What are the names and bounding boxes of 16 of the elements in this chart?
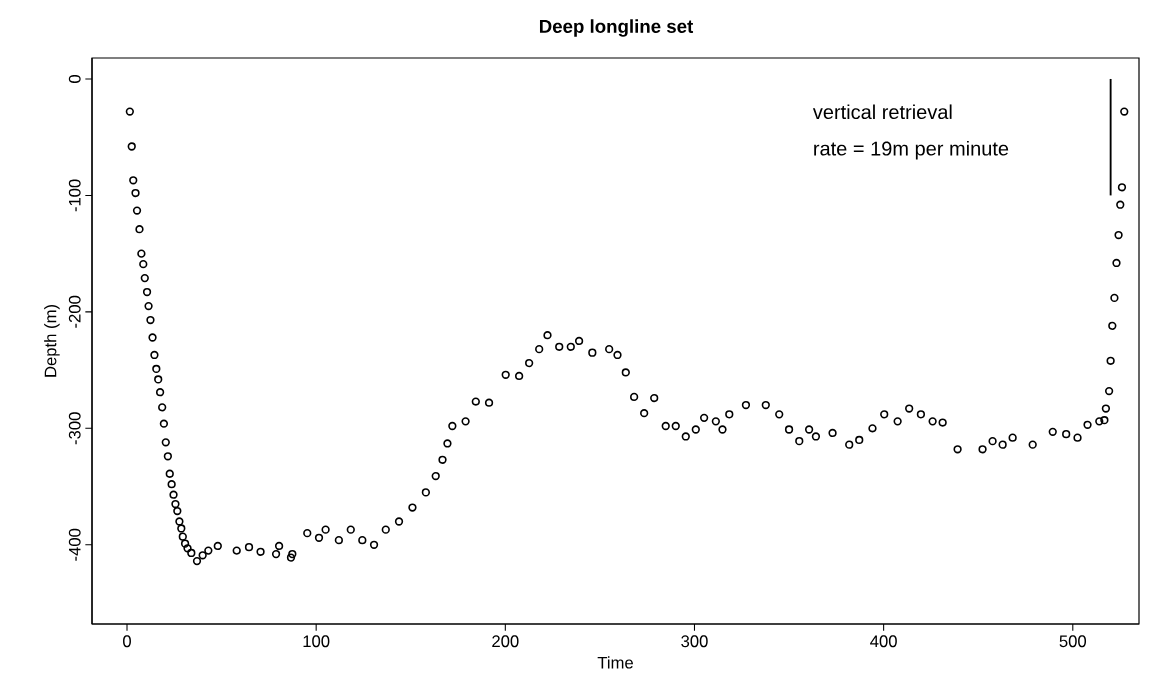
y-tick-label: -400	[68, 528, 81, 561]
x-tick-label: 0	[123, 635, 131, 648]
annotation: rate = 19m per minute	[814, 140, 1009, 160]
x-tick-label: 400	[870, 635, 897, 648]
x-tick-label: 200	[492, 635, 519, 648]
chart-title: Deep longline set	[539, 19, 694, 37]
x-tick-label: 100	[303, 635, 330, 648]
annotation: vertical retrieval	[812, 104, 952, 120]
y-tick-label: -200	[68, 295, 81, 328]
y-axis-title: Depth (m)	[44, 305, 60, 377]
x-axis-title: Time	[597, 656, 633, 669]
y-tick-label: 0	[68, 74, 81, 83]
x-tick-label: 500	[1059, 635, 1087, 648]
x-tick-label: 300	[681, 635, 708, 648]
y-tick-label: -300	[68, 412, 81, 445]
y-tick-label: -100	[68, 179, 81, 212]
